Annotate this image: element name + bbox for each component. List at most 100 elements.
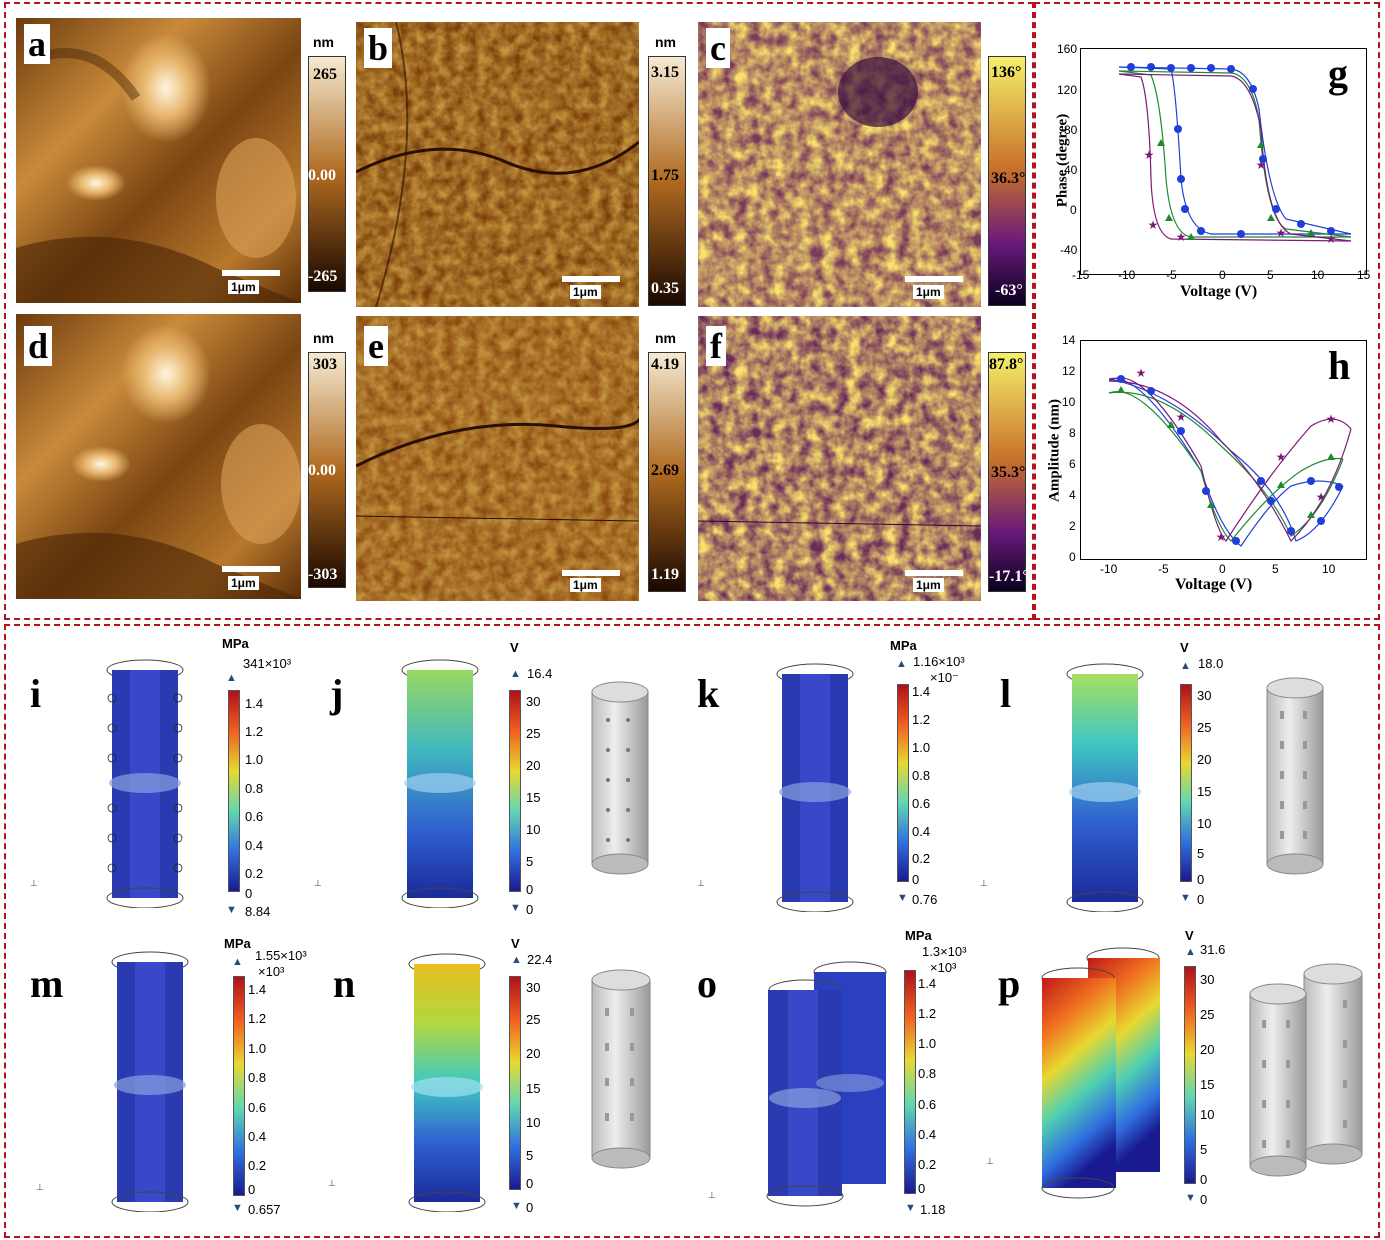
- gray-cylinder-model-j: [590, 680, 650, 875]
- colorbar-tick-p: 25: [1200, 1007, 1215, 1022]
- colorbar-tick-k: 1.0: [912, 740, 931, 755]
- panel-letter-b: b: [364, 28, 393, 68]
- colorbar-unit-k: MPa: [890, 638, 917, 653]
- stress-cylinder-i: [100, 658, 190, 909]
- amplitude-ytick: 2: [1069, 519, 1076, 533]
- amplitude-ytick: 14: [1062, 333, 1076, 347]
- axis-triad-icon: ⊥: [328, 1178, 336, 1188]
- colorbar-tick-l: 25: [1197, 720, 1212, 735]
- colorbar-mid-d: 0.00: [308, 462, 336, 479]
- phase-ylabel: Phase (degree): [1054, 113, 1071, 208]
- panel-letter-p: p: [998, 961, 1021, 1006]
- colorbar-unit-o: MPa: [905, 928, 932, 943]
- colorbar-d: [308, 352, 346, 588]
- topography-map-d: [16, 314, 301, 599]
- colorbar-top-o: 1.3×10³: [922, 944, 967, 959]
- colorbar-tick-k: 1.2: [912, 712, 931, 727]
- colorbar-tick-j: 20: [526, 758, 541, 773]
- colorbar-tick-i: 1.4: [245, 696, 264, 711]
- phase-ytick: -40: [1060, 243, 1078, 257]
- phase-xtick: -5: [1166, 268, 1177, 282]
- colorbar-tick-l: 5: [1197, 846, 1205, 861]
- stress-cylinder-m: [105, 950, 195, 1213]
- colorbar-k: [897, 684, 909, 882]
- colorbar-min-f: -17.1°: [989, 568, 1029, 585]
- colorbar-min-d: -303: [308, 566, 338, 583]
- scale-bar-e: [562, 570, 620, 576]
- scale-label-a: 1μm: [228, 280, 259, 294]
- colorbar-tick-i: 1.2: [245, 724, 264, 739]
- colorbar-unit-p: V: [1185, 928, 1194, 943]
- colorbar-tick-i: 0.4: [245, 838, 264, 853]
- top-left-frame: [4, 2, 1034, 620]
- panel-letter-e: e: [364, 326, 388, 366]
- colorbar-max-b: 3.15: [651, 64, 679, 81]
- colorbar-tick-j: 0: [526, 882, 534, 897]
- colorbar-unit-d: nm: [313, 330, 334, 346]
- phase-map-c: [698, 22, 981, 307]
- amplitude-ytick: 12: [1062, 364, 1076, 378]
- max-marker-icon: ▲: [1180, 660, 1191, 672]
- colorbar-unit-n: V: [511, 936, 520, 951]
- potential-cylinder-l: [1060, 662, 1150, 913]
- colorbar-tick-o: 0: [918, 1181, 926, 1196]
- panel-letter-j: j: [330, 671, 344, 716]
- colorbar-tick-o: 0.4: [918, 1127, 937, 1142]
- colorbar-max-a: 265: [313, 66, 337, 83]
- min-marker-icon: ▼: [510, 902, 521, 914]
- panel-letter-d: d: [24, 326, 53, 366]
- colorbar-min-b: 0.35: [651, 280, 679, 297]
- colorbar-tick-p: 20: [1200, 1042, 1215, 1057]
- panel-letter-o: o: [697, 961, 717, 1006]
- svg-text:★: ★: [1256, 158, 1267, 172]
- max-marker-icon: ▲: [226, 672, 237, 684]
- svg-text:★: ★: [1144, 148, 1155, 162]
- svg-text:★: ★: [1316, 490, 1327, 504]
- axis-triad-icon: ⊥: [314, 878, 322, 888]
- colorbar-min-c: -63°: [995, 282, 1023, 299]
- colorbar-tick-k: 0.8: [912, 768, 931, 783]
- colorbar-tick-n: 0: [526, 1176, 534, 1191]
- amplitude-ytick: 6: [1069, 457, 1076, 471]
- amplitude-ytick: 8: [1069, 426, 1076, 440]
- scale-label-b: 1μm: [570, 285, 601, 299]
- max-marker-icon: ▲: [896, 658, 907, 670]
- scale-bar-b: [562, 276, 620, 282]
- colorbar-top-p: 31.6: [1200, 942, 1226, 957]
- colorbar-min-e: 1.19: [651, 566, 679, 583]
- colorbar-tick-m: 0: [248, 1182, 256, 1197]
- panel-letter-f: f: [706, 326, 726, 366]
- phase-xtick: 15: [1357, 268, 1371, 282]
- potential-cylinder-n: [402, 952, 492, 1213]
- max-marker-icon: ▲: [510, 668, 521, 680]
- colorbar-tick-o: 1.2: [918, 1006, 937, 1021]
- colorbar-bottom-n: 0: [526, 1200, 534, 1215]
- colorbar-tick-i: 0: [245, 886, 253, 901]
- colorbar-bottom-l: 0: [1197, 892, 1205, 907]
- colorbar-mid-a: 0.00: [308, 167, 336, 184]
- panel-letter-a: a: [24, 24, 50, 64]
- phase-xtick: 5: [1267, 268, 1274, 282]
- panel-letter-k: k: [697, 671, 720, 716]
- phase-xtick: -10: [1118, 268, 1136, 282]
- colorbar-tick-o: 1.0: [918, 1036, 937, 1051]
- colorbar-top-m: 1.55×10³: [255, 948, 307, 963]
- amplitude-xtick: 10: [1322, 562, 1336, 576]
- colorbar-tick-i: 0.8: [245, 781, 264, 796]
- gray-cylinder-model-l: [1265, 676, 1325, 876]
- colorbar-bottom-o: 1.18: [920, 1202, 946, 1217]
- phase-map-f: [698, 316, 981, 601]
- amplitude-xtick: 0: [1219, 562, 1226, 576]
- phase-xtick: 0: [1219, 268, 1226, 282]
- colorbar-tick-k: 1.4: [912, 684, 931, 699]
- colorbar-tick-m: 0.6: [248, 1100, 267, 1115]
- max-marker-icon: ▲: [232, 956, 243, 968]
- amplitude-ytick: 10: [1062, 395, 1076, 409]
- panel-letter-m: m: [30, 961, 64, 1006]
- amplitude-map-e: [356, 316, 639, 601]
- colorbar-tick-i: 0.6: [245, 809, 264, 824]
- colorbar-c: [988, 56, 1026, 306]
- colorbar-unit-e: nm: [655, 330, 676, 346]
- colorbar-tick-o: 1.4: [918, 976, 937, 991]
- axis-triad-icon: ⊥: [980, 878, 988, 888]
